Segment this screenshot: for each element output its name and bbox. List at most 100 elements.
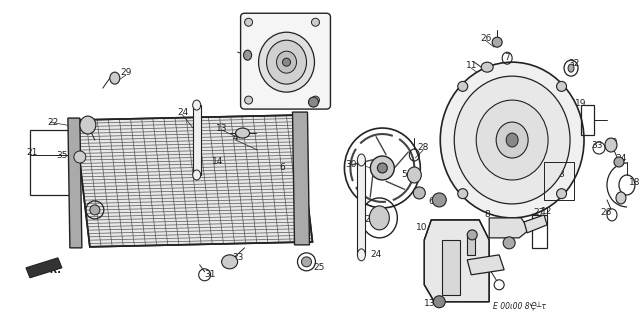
Ellipse shape [74,151,86,163]
Bar [357,160,365,255]
Polygon shape [292,112,310,245]
Text: 18: 18 [629,178,640,188]
Ellipse shape [413,187,426,199]
FancyBboxPatch shape [241,13,330,109]
Text: 26: 26 [600,208,612,218]
Text: 24: 24 [371,250,382,259]
Ellipse shape [557,189,566,199]
Text: 2: 2 [365,215,370,224]
Ellipse shape [467,230,477,240]
Text: 28: 28 [418,143,429,152]
Ellipse shape [458,81,468,91]
Text: 27: 27 [533,208,545,218]
Bar [442,240,460,295]
Ellipse shape [378,163,387,173]
Text: 25: 25 [314,263,325,272]
Text: 8: 8 [484,211,490,219]
Text: 13: 13 [424,299,435,308]
Text: 16: 16 [456,247,468,256]
Ellipse shape [357,154,365,166]
Ellipse shape [433,296,445,308]
Text: 6: 6 [428,197,434,206]
Text: 23: 23 [232,253,243,262]
Ellipse shape [407,167,421,183]
Text: 14: 14 [212,158,223,167]
Ellipse shape [440,62,584,218]
Bar [467,233,476,255]
Ellipse shape [614,157,624,167]
Text: 29: 29 [120,68,131,77]
Text: 35: 35 [56,151,68,160]
Text: 13: 13 [216,123,227,133]
Ellipse shape [492,37,502,47]
Ellipse shape [503,237,515,249]
Ellipse shape [616,192,626,204]
Ellipse shape [371,156,394,180]
Polygon shape [489,218,529,238]
Ellipse shape [506,133,518,147]
Polygon shape [424,220,489,302]
Text: 15: 15 [433,223,445,232]
Bar [193,105,201,175]
Text: 6: 6 [280,163,285,173]
Ellipse shape [432,193,446,207]
Bar [30,130,70,195]
Ellipse shape [276,51,296,73]
Text: 3: 3 [558,170,564,180]
Text: 26: 26 [481,34,492,43]
Ellipse shape [476,100,548,180]
Text: 19: 19 [575,99,587,108]
Polygon shape [467,255,504,275]
Polygon shape [68,118,82,248]
Ellipse shape [221,255,237,269]
Ellipse shape [496,122,528,158]
Ellipse shape [458,189,468,199]
Text: 32: 32 [568,59,580,68]
Ellipse shape [193,100,201,110]
Text: 24: 24 [177,108,188,116]
Ellipse shape [312,18,319,26]
Text: 12: 12 [541,207,553,216]
Polygon shape [75,115,312,247]
Polygon shape [26,258,62,278]
Ellipse shape [259,32,314,92]
Text: 21: 21 [26,147,38,157]
Text: 20: 20 [606,137,618,146]
Text: E 00ι00 8Ҿ┴τ: E 00ι00 8Ҿ┴τ [493,301,546,310]
Ellipse shape [605,138,617,152]
Ellipse shape [110,72,120,84]
Ellipse shape [308,97,319,107]
Text: 4: 4 [233,132,239,142]
Ellipse shape [244,50,252,60]
Polygon shape [524,215,547,233]
Ellipse shape [369,206,389,230]
Text: 5: 5 [401,170,407,180]
Text: 9: 9 [506,239,512,249]
Text: 7: 7 [504,53,510,62]
Text: 31: 31 [204,270,216,279]
Text: 33: 33 [591,141,603,150]
Text: 17: 17 [463,228,475,237]
Ellipse shape [557,81,566,91]
Ellipse shape [236,128,250,138]
Text: 34: 34 [615,153,627,162]
Ellipse shape [282,58,291,66]
Ellipse shape [312,96,319,104]
Text: 11: 11 [465,61,477,70]
Text: 1: 1 [417,191,422,200]
Ellipse shape [301,257,312,267]
Text: 22: 22 [47,118,58,127]
Text: 10: 10 [415,223,427,232]
Text: 30: 30 [346,160,357,169]
Ellipse shape [454,76,570,204]
Ellipse shape [481,62,493,72]
Text: 27: 27 [463,263,475,272]
Ellipse shape [244,18,253,26]
Ellipse shape [90,205,100,215]
Ellipse shape [80,116,96,134]
Ellipse shape [244,96,253,104]
Ellipse shape [568,64,574,72]
Ellipse shape [266,40,307,84]
Ellipse shape [357,249,365,261]
Text: FR.: FR. [43,265,61,275]
